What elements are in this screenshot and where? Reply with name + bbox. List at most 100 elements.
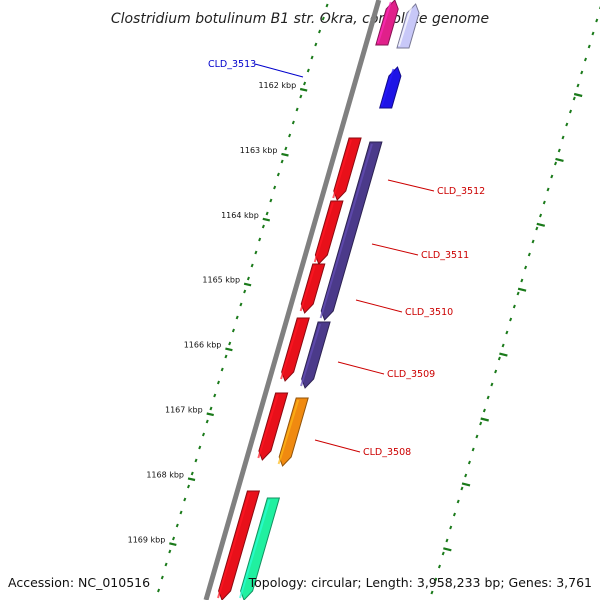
minor-tick [475,434,479,439]
gene-feature [375,0,399,46]
major-tick [206,412,214,417]
gene-label: CLD_3508 [363,447,411,458]
minor-tick [246,276,250,281]
major-tick [225,347,233,352]
minor-tick [490,382,494,387]
minor-tick [306,68,310,73]
minor-tick [276,172,280,177]
gene-feature [239,497,281,600]
minor-tick [441,551,445,556]
minor-tick [288,133,292,138]
major-tick [187,477,196,482]
minor-tick [471,447,475,452]
minor-tick [561,135,565,140]
minor-tick [303,81,307,86]
minor-tick [520,278,524,283]
minor-tick [280,159,284,164]
minor-tick [172,536,176,541]
major-tick [461,482,471,487]
gene-feature [217,490,261,600]
minor-tick [228,341,232,346]
major-tick [536,222,546,227]
minor-tick [595,18,599,23]
minor-tick [572,96,576,101]
minor-tick [527,252,531,257]
minor-tick [494,369,498,374]
minor-tick [310,55,314,60]
gene-feature [257,392,289,461]
minor-tick [243,289,247,294]
gene-label: CLD_3513 [208,59,256,70]
minor-tick [209,406,213,411]
kbp-label: 1168 kbp [146,470,184,479]
minor-tick [512,304,516,309]
minor-tick [186,484,191,489]
kbp-label: 1167 kbp [165,406,203,415]
outer-tick-ring [157,3,329,593]
gene-features [217,0,420,600]
minor-tick [482,408,486,413]
minor-tick [273,185,277,190]
minor-tick [224,354,228,359]
minor-tick [524,265,528,270]
minor-tick [531,239,535,244]
gene-feature [396,3,420,49]
kbp-label: 1163 kbp [240,146,278,155]
minor-tick [568,109,573,114]
minor-tick [460,486,464,491]
minor-tick [231,328,235,333]
major-tick [243,282,252,287]
minor-tick [220,367,224,372]
kbp-ruler: 1162 kbp 1163 kbp 1164 kbp 1165 kbp 1166 kbp… [128,81,583,552]
gene-feature [300,321,331,389]
kbp-label: 1166 kbp [184,341,222,350]
minor-tick [190,471,194,476]
topology-text: Topology: circular; Length: 3,958,233 bp… [248,575,592,590]
minor-tick [201,432,206,437]
minor-tick [168,549,172,554]
gene-feature [379,66,402,109]
minor-tick [164,562,168,567]
major-tick [499,352,508,357]
minor-tick [239,302,243,307]
gene-feature [277,397,309,467]
kbp-label: 1164 kbp [221,211,259,220]
label-leader-line [337,361,385,375]
gene-labels: CLD_3513 CLD_3512 CLD_3511 CLD_3510 CLD_3509… [208,59,485,458]
gene-label: CLD_3509 [387,369,435,380]
minor-tick [509,317,513,322]
minor-tick [430,590,434,595]
minor-tick [261,224,265,229]
minor-tick [179,510,183,515]
map-title: Clostridium botulinum B1 str. Okra, comp… [111,11,489,27]
major-tick [443,547,452,552]
minor-tick [546,187,550,192]
major-tick [262,217,271,222]
major-tick [555,157,564,162]
minor-tick [299,94,303,99]
minor-tick [325,3,329,8]
gene-feature [313,200,344,265]
minor-tick [576,83,580,88]
minor-tick [486,395,490,400]
major-tick [169,542,177,546]
major-tick [517,287,527,292]
gene-label: CLD_3510 [405,307,453,318]
minor-tick [157,588,161,593]
minor-tick [501,343,505,348]
minor-tick [583,57,588,62]
minor-tick [265,211,269,216]
minor-tick [284,146,288,151]
accession-text: Accession: NC_010516 [8,575,150,590]
genome-backbone [203,0,382,600]
label-leader-line [254,63,304,78]
inner-tick-ring [430,5,600,595]
minor-tick [258,237,262,242]
minor-tick [235,315,239,320]
minor-tick [464,473,468,478]
minor-tick [321,16,325,21]
minor-tick [591,31,595,36]
minor-tick [565,122,569,127]
gene-feature [280,317,310,382]
